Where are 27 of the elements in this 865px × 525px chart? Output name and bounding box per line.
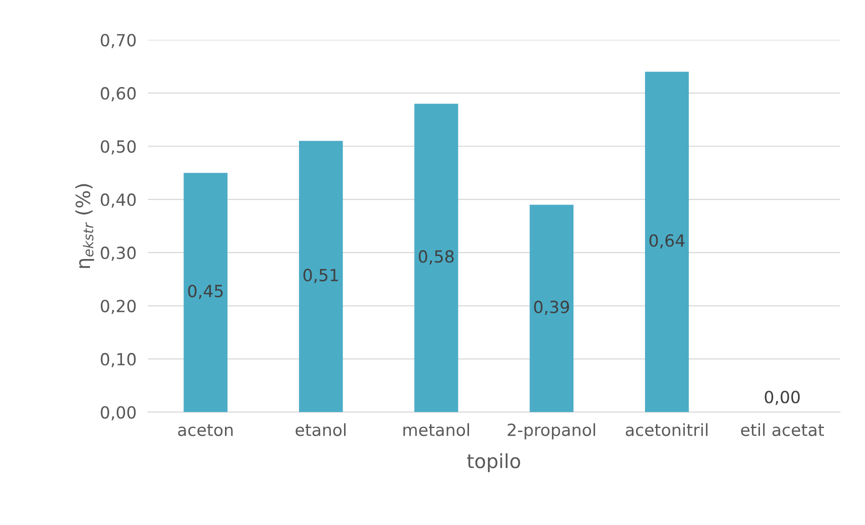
- y-tick-label: 0,70: [100, 34, 136, 48]
- data-label: 0,58: [418, 250, 454, 264]
- y-tick-label: 0,60: [100, 87, 136, 102]
- bar: [414, 104, 458, 412]
- data-label: 0,39: [534, 300, 569, 315]
- y-tick-label: 0,40: [100, 193, 136, 208]
- x-tick-label: etanol: [296, 423, 346, 436]
- data-label: 0,64: [649, 234, 685, 248]
- y-tick-label: 0,10: [100, 352, 136, 368]
- x-axis-title: topilo: [467, 453, 520, 472]
- data-label: 0,45: [188, 284, 223, 300]
- y-tick-label: 0,30: [100, 246, 136, 261]
- x-tick-label: aceton: [178, 424, 233, 436]
- y-tick-label: 0,50: [100, 140, 136, 155]
- y-tick-label: 0,20: [100, 300, 136, 314]
- y-tick-label: 0,00: [100, 406, 136, 420]
- bar: [299, 140, 343, 412]
- x-tick-label: etil acetat: [741, 423, 824, 436]
- x-tick-label: acetonitril: [626, 423, 708, 436]
- y-axis-title: η$_{ekstr}$ (%): [75, 184, 94, 268]
- bar: [645, 72, 689, 412]
- x-tick-label: metanol: [403, 423, 469, 436]
- data-label: 0,00: [764, 390, 800, 406]
- data-label: 0,51: [303, 268, 338, 284]
- bar: [530, 204, 574, 412]
- bar: [184, 172, 228, 412]
- x-tick-label: 2-propanol: [508, 423, 596, 440]
